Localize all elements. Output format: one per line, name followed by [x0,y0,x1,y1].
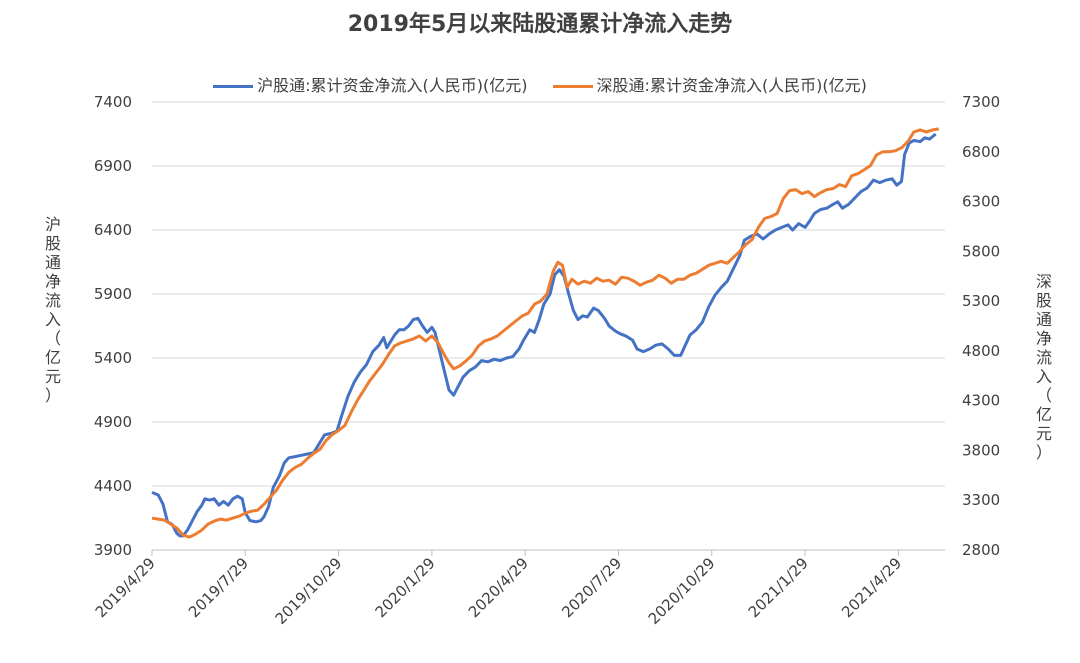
y-right-tick-label: 3300 [962,491,1000,509]
x-tick-label: 2020/1/29 [372,554,439,621]
y-right-tick-label: 2800 [962,541,1000,559]
x-tick-label: 2021/4/29 [838,554,905,621]
y-right-tick-label: 6300 [962,193,1000,211]
x-tick-label: 2020/4/29 [465,554,532,621]
legend-item-sz: 深股通:累计资金净流入(人民币)(亿元) [552,72,867,96]
x-tick-label: 2019/4/29 [92,554,159,621]
y-left-tick-label: 4900 [94,413,132,431]
y-right-tick-label: 4800 [962,342,1000,360]
series-line-sh [151,132,937,538]
x-tick-label: 2019/7/29 [185,554,252,621]
series-line-sz [151,127,940,539]
y-axis-label-left: 沪股通净流入（亿元） [44,215,61,405]
y-right-tick-label: 3800 [962,441,1000,459]
x-tick-label: 2019/10/29 [272,554,346,628]
y-right-tick-label: 4300 [962,392,1000,410]
y-left-tick-label: 4400 [94,477,132,495]
y-left-tick-label: 6900 [94,157,132,175]
legend-label-sh: 沪股通:累计资金净流入(人民币)(亿元) [257,76,528,95]
legend-item-sh: 沪股通:累计资金净流入(人民币)(亿元) [213,72,527,96]
y-left-tick-label: 3900 [94,541,132,559]
y-left-tick-label: 5900 [94,285,132,303]
y-right-tick-label: 5300 [962,292,1000,310]
x-tick-label: 2020/7/29 [558,554,625,621]
x-tick-label: 2020/10/29 [645,554,719,628]
y-right-tick-label: 7300 [962,93,1000,111]
y-left-tick-label: 5400 [94,349,132,367]
legend-label-sz: 深股通:累计资金净流入(人民币)(亿元) [596,76,867,95]
legend-swatch-sz [552,85,593,88]
y-axis-label-right: 深股通净流入（亿元） [1035,272,1052,462]
y-right-tick-label: 6800 [962,143,1000,161]
y-left-tick-label: 7400 [94,93,132,111]
y-right-tick-label: 5800 [962,242,1000,260]
chart-title: 2019年5月以来陆股通累计净流入走势 [347,12,733,37]
y-left-tick-label: 6400 [94,221,132,239]
x-tick-label: 2021/1/29 [745,554,812,621]
legend-swatch-sh [213,85,254,88]
legend: 沪股通:累计资金净流入(人民币)(亿元) 深股通:累计资金净流入(人民币)(亿元… [0,72,1080,96]
